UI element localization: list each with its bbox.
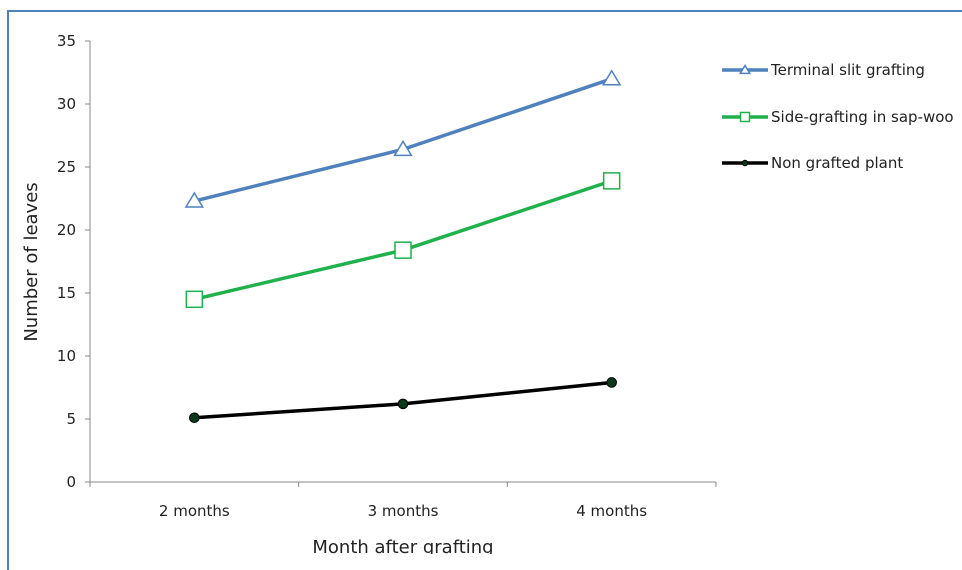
x-axis-title: Month after grafting	[312, 537, 493, 554]
y-tick-label: 20	[57, 221, 76, 239]
y-tick-label: 30	[57, 95, 76, 113]
data-point	[601, 69, 622, 86]
y-tick-label: 15	[57, 284, 76, 302]
y-tick-label: 25	[57, 158, 76, 176]
y-tick-label: 0	[66, 473, 76, 491]
x-tick-label: 2 months	[159, 502, 230, 520]
legend-label: Non grafted plant	[771, 154, 903, 172]
data-point	[393, 139, 413, 157]
y-axis-title: Number of leaves	[21, 182, 42, 341]
series-1	[184, 69, 622, 208]
x-tick-label: 3 months	[368, 502, 439, 520]
data-point	[189, 412, 200, 424]
data-point	[184, 191, 205, 208]
legend-item: Terminal slit grafting	[722, 61, 925, 79]
legend-swatch-marker	[739, 111, 751, 123]
y-axis: 0 5 10 15 20 25 30 35	[57, 32, 91, 491]
legend-swatch-marker	[741, 159, 749, 167]
legend-item: Side-grafting in sap-woo	[722, 108, 954, 126]
x-axis: 2 months 3 months 4 months	[89, 481, 717, 520]
y-tick-label: 35	[57, 32, 76, 50]
x-tick-label: 4 months	[576, 502, 647, 520]
series-layer	[184, 69, 622, 424]
y-tick-label: 5	[66, 410, 76, 428]
data-point	[394, 241, 412, 259]
data-point	[602, 172, 621, 190]
data-point	[397, 398, 409, 410]
legend-label: Side-grafting in sap-woo	[771, 108, 954, 126]
legend-item: Non grafted plant	[722, 154, 903, 172]
legend-swatch-marker	[738, 64, 752, 75]
data-point	[606, 377, 617, 388]
series-3	[189, 377, 617, 424]
legend: Terminal slit grafting Side-grafting in s…	[722, 61, 954, 172]
chart-frame	[7, 10, 962, 570]
series-2	[185, 172, 621, 309]
legend-label: Terminal slit grafting	[770, 61, 925, 79]
y-tick-label: 10	[57, 347, 76, 365]
series-line	[192, 179, 614, 302]
data-point	[185, 290, 204, 309]
